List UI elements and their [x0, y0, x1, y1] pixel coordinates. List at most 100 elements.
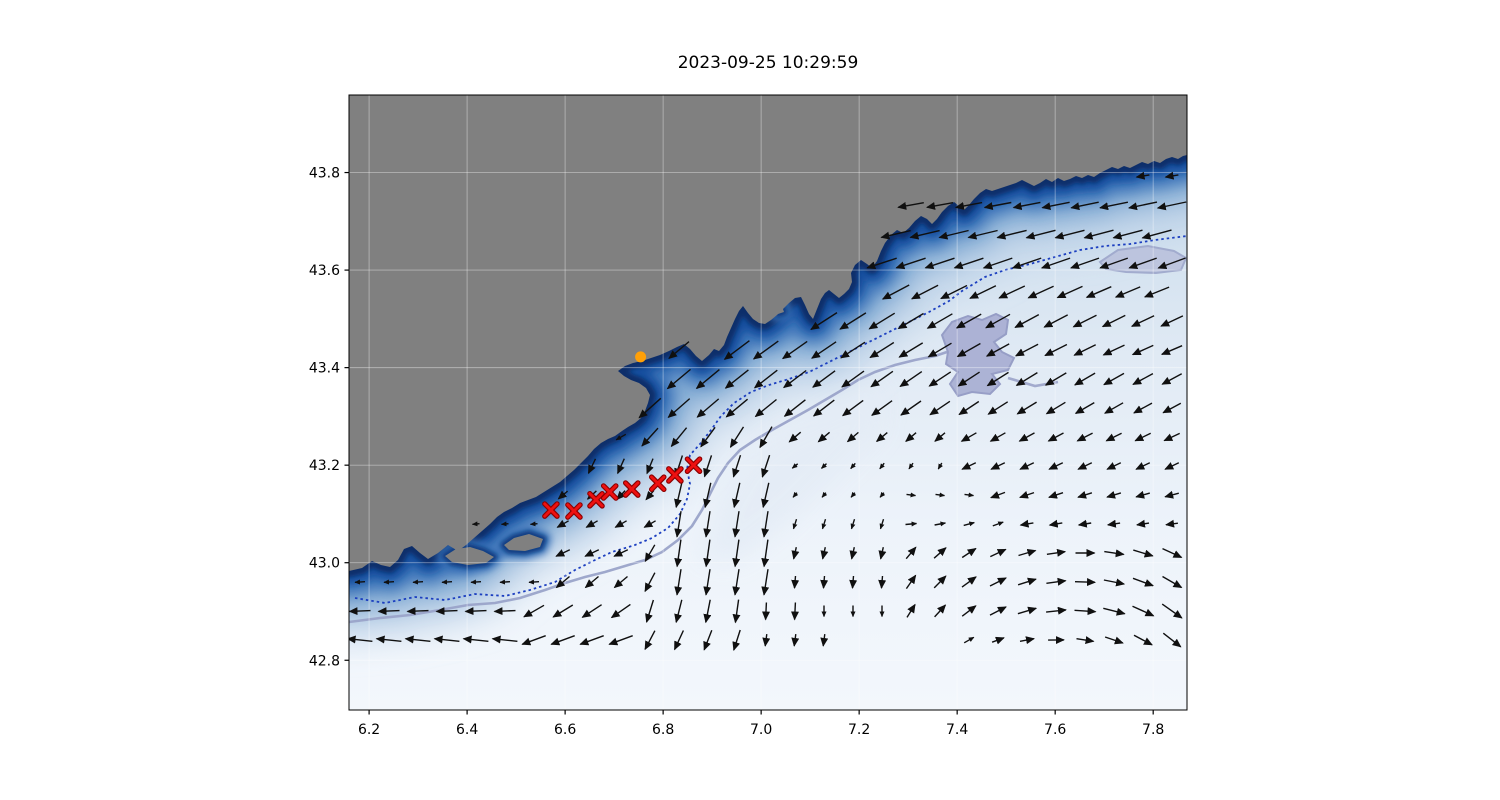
current-arrow — [1103, 578, 1126, 587]
current-arrow — [900, 400, 922, 416]
current-arrow — [1048, 519, 1063, 528]
current-arrow — [811, 341, 837, 359]
current-arrow — [905, 432, 917, 442]
current-arrow — [791, 575, 800, 589]
current-arrow — [1106, 490, 1122, 499]
current-arrow — [1132, 372, 1154, 386]
current-arrow — [1099, 257, 1129, 269]
current-arrow — [963, 521, 975, 527]
land-mass — [349, 95, 1187, 571]
current-arrow — [471, 521, 480, 527]
station-dot — [635, 351, 647, 363]
current-arrow — [850, 462, 856, 470]
current-arrow — [703, 539, 712, 568]
track-x-core — [602, 484, 618, 500]
current-arrow — [752, 340, 779, 360]
current-arrow — [729, 426, 745, 448]
current-arrow — [987, 401, 1009, 415]
current-arrow — [938, 229, 969, 240]
current-arrow — [983, 201, 1012, 210]
current-arrow — [761, 511, 770, 538]
current-arrow — [703, 599, 712, 624]
current-arrow — [723, 340, 750, 360]
current-arrow — [924, 257, 955, 270]
current-arrow — [1077, 490, 1093, 499]
current-arrow — [1102, 344, 1125, 356]
current-arrow — [783, 399, 806, 417]
current-arrow — [1046, 577, 1067, 586]
current-arrow — [670, 427, 688, 448]
current-arrow — [990, 491, 1006, 499]
current-arrow — [1076, 432, 1093, 442]
eddy-lavender-blob — [940, 312, 1016, 398]
current-arrow — [762, 634, 771, 647]
current-arrow — [613, 549, 629, 557]
current-arrow — [584, 549, 600, 557]
current-arrow — [1156, 201, 1187, 211]
gridlines — [349, 95, 1187, 710]
current-arrow — [1056, 285, 1083, 299]
track-x-core — [650, 475, 666, 491]
current-arrow — [810, 312, 838, 330]
current-arrow — [761, 569, 770, 596]
current-arrow — [404, 635, 431, 644]
current-arrow — [1160, 345, 1183, 355]
current-arrow — [584, 575, 599, 589]
current-arrow — [1015, 372, 1038, 386]
current-arrow — [557, 490, 569, 500]
current-arrow — [850, 518, 856, 530]
current-arrow — [812, 370, 836, 388]
current-arrow — [849, 575, 858, 589]
current-arrow — [761, 454, 771, 478]
current-arrow — [985, 343, 1010, 357]
current-arrow — [1160, 315, 1184, 327]
current-arrow — [1040, 257, 1071, 270]
current-arrow — [961, 547, 977, 559]
current-arrow — [1133, 549, 1154, 558]
current-arrow — [1132, 577, 1154, 587]
current-arrow — [674, 511, 683, 538]
current-arrow — [990, 548, 1007, 558]
current-arrow — [645, 599, 655, 623]
current-arrow — [1045, 401, 1066, 415]
current-arrow — [934, 604, 947, 618]
current-arrow — [1027, 285, 1054, 299]
current-arrow — [1017, 606, 1038, 615]
current-arrow — [963, 636, 975, 644]
current-arrow — [871, 400, 893, 416]
current-arrow — [1101, 314, 1126, 328]
current-arrow — [841, 370, 865, 388]
current-arrow — [991, 636, 1005, 645]
current-arrow — [644, 572, 656, 593]
current-arrow — [821, 463, 827, 469]
current-arrow — [953, 257, 984, 270]
current-arrow — [1085, 286, 1112, 298]
y-tick-label: 42.8 — [309, 653, 340, 669]
lavender-density-contour — [349, 350, 948, 624]
current-arrow — [906, 492, 917, 498]
current-arrow — [1103, 372, 1125, 386]
current-arrow — [788, 431, 802, 443]
current-arrow — [406, 607, 429, 616]
current-arrow — [1104, 549, 1125, 558]
current-arrow — [761, 539, 770, 568]
current-arrow — [880, 229, 911, 240]
current-arrow — [1104, 402, 1124, 414]
current-arrow — [674, 569, 683, 596]
current-arrow — [909, 229, 940, 240]
current-arrow — [969, 285, 997, 299]
current-arrow — [581, 604, 602, 618]
current-arrow — [1112, 229, 1143, 240]
y-tick-label: 43.4 — [309, 361, 340, 377]
current-arrow — [898, 342, 924, 358]
current-arrow — [1133, 402, 1153, 414]
current-arrow — [435, 607, 458, 616]
current-arrow — [354, 579, 366, 585]
current-arrow — [996, 229, 1027, 240]
current-arrow — [956, 342, 981, 358]
track-x-core — [667, 467, 683, 483]
current-arrow — [1012, 201, 1041, 211]
current-arrow — [613, 575, 628, 589]
x-tick-label: 6.6 — [554, 722, 576, 738]
current-arrow — [868, 312, 896, 330]
